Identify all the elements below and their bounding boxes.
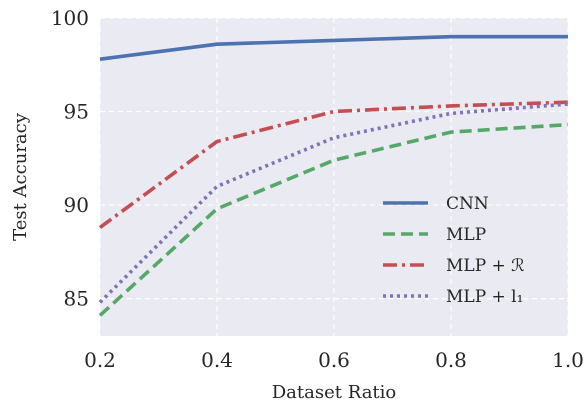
y-axis-label: Test Accuracy — [10, 112, 31, 241]
x-tick-label: 0.6 — [318, 348, 350, 372]
tick-labels: 0.2 0.4 0.6 0.8 1.0 85 90 95 100 — [51, 6, 584, 372]
x-tick-label: 1.0 — [552, 348, 584, 372]
legend-entry: MLP — [446, 225, 486, 245]
x-axis-label: Dataset Ratio — [272, 382, 397, 403]
y-tick-label: 100 — [51, 6, 89, 30]
x-tick-label: 0.8 — [435, 348, 467, 372]
x-tick-label: 0.4 — [201, 348, 233, 372]
series-line — [99, 34, 568, 61]
legend-entry: MLP + l₁ — [446, 287, 523, 307]
y-tick-label: 85 — [64, 287, 89, 311]
x-tick-label: 0.2 — [84, 348, 116, 372]
y-tick-label: 95 — [64, 100, 89, 124]
y-tick-label: 90 — [64, 193, 89, 217]
series-lines — [98, 34, 569, 317]
series-line — [98, 102, 569, 304]
legend-entry: CNN — [446, 194, 489, 214]
legend: CNN MLP MLP + ℛ MLP + l₁ — [383, 194, 525, 307]
legend-entry: MLP + ℛ — [446, 256, 525, 276]
